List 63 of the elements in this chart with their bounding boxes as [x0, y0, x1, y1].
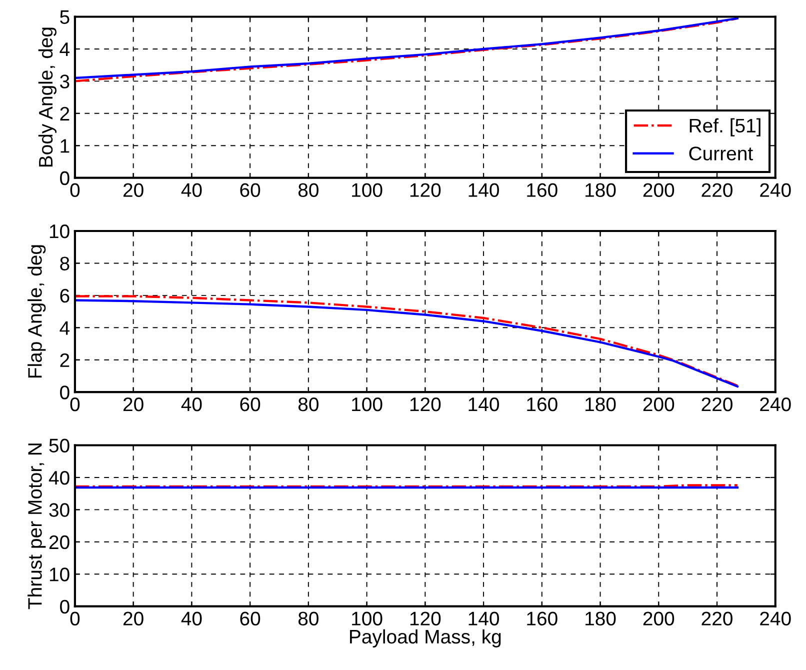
x-tick-label: 220	[702, 612, 732, 626]
y-tick-label: 1	[60, 139, 70, 153]
y-axis-title: Thrust per Motor, N	[28, 444, 46, 610]
x-tick-label: 140	[468, 612, 499, 626]
x-tick-label: 240	[760, 183, 791, 197]
x-tick-label: 60	[240, 397, 260, 412]
x-tick-label: 100	[352, 397, 382, 412]
x-tick-label: 200	[643, 612, 674, 626]
y-tick-label: 0	[60, 386, 70, 400]
x-tick-label: 240	[760, 397, 791, 412]
x-tick-label: 180	[586, 183, 616, 197]
x-axis-title: Payload Mass, kg	[350, 629, 501, 648]
x-tick-label: 120	[410, 612, 441, 626]
y-tick-label: 0	[60, 600, 70, 614]
x-tick-label: 180	[586, 397, 616, 412]
y-tick-label: 50	[49, 438, 70, 452]
x-tick-label: 100	[352, 183, 382, 197]
x-tick-label: 120	[410, 397, 441, 412]
y-tick-label: 4	[60, 321, 70, 335]
legend-label: Current	[689, 146, 753, 160]
x-tick-label: 140	[468, 183, 499, 197]
y-tick-label: 3	[60, 74, 70, 88]
x-tick-label: 200	[643, 397, 674, 412]
x-tick-label: 20	[123, 183, 144, 197]
x-tick-label: 40	[181, 612, 202, 626]
x-tick-label: 20	[123, 612, 144, 626]
x-tick-label: 220	[702, 397, 732, 412]
x-tick-label: 160	[527, 397, 558, 412]
x-tick-label: 140	[468, 397, 499, 412]
x-tick-label: 80	[298, 183, 318, 197]
x-tick-label: 80	[298, 397, 318, 412]
y-tick-label: 0	[60, 171, 70, 186]
x-tick-label: 160	[527, 612, 558, 626]
y-axis-title: Body Angle, deg	[38, 28, 57, 167]
x-tick-label: 240	[760, 612, 791, 626]
y-tick-label: 10	[50, 568, 70, 582]
x-tick-label: 20	[123, 397, 144, 412]
x-tick-label: 60	[240, 612, 260, 626]
x-tick-label: 180	[586, 612, 616, 626]
y-tick-label: 5	[60, 10, 70, 24]
x-tick-label: 200	[643, 183, 674, 197]
x-tick-label: 220	[702, 183, 732, 197]
y-tick-label: 4	[60, 42, 70, 56]
y-tick-label: 6	[60, 288, 70, 303]
x-tick-label: 40	[181, 397, 202, 412]
x-tick-label: 120	[410, 183, 441, 197]
y-tick-label: 8	[60, 256, 70, 270]
y-tick-label: 2	[60, 106, 70, 120]
x-tick-label: 160	[527, 183, 558, 197]
y-axis-title: Flap Angle, deg	[28, 245, 46, 378]
x-tick-label: 60	[240, 183, 260, 197]
x-tick-label: 0	[70, 397, 80, 412]
x-tick-label: 100	[352, 612, 382, 626]
legend-label: Ref. [51]	[690, 118, 760, 136]
x-tick-label: 0	[70, 612, 80, 626]
x-tick-label: 0	[70, 183, 80, 197]
y-tick-label: 20	[49, 535, 70, 550]
y-tick-label: 2	[60, 353, 70, 367]
y-tick-label: 30	[49, 503, 70, 517]
x-tick-label: 40	[181, 183, 202, 197]
y-tick-label: 40	[48, 470, 70, 485]
y-tick-label: 10	[50, 224, 70, 238]
x-tick-label: 80	[298, 612, 318, 626]
